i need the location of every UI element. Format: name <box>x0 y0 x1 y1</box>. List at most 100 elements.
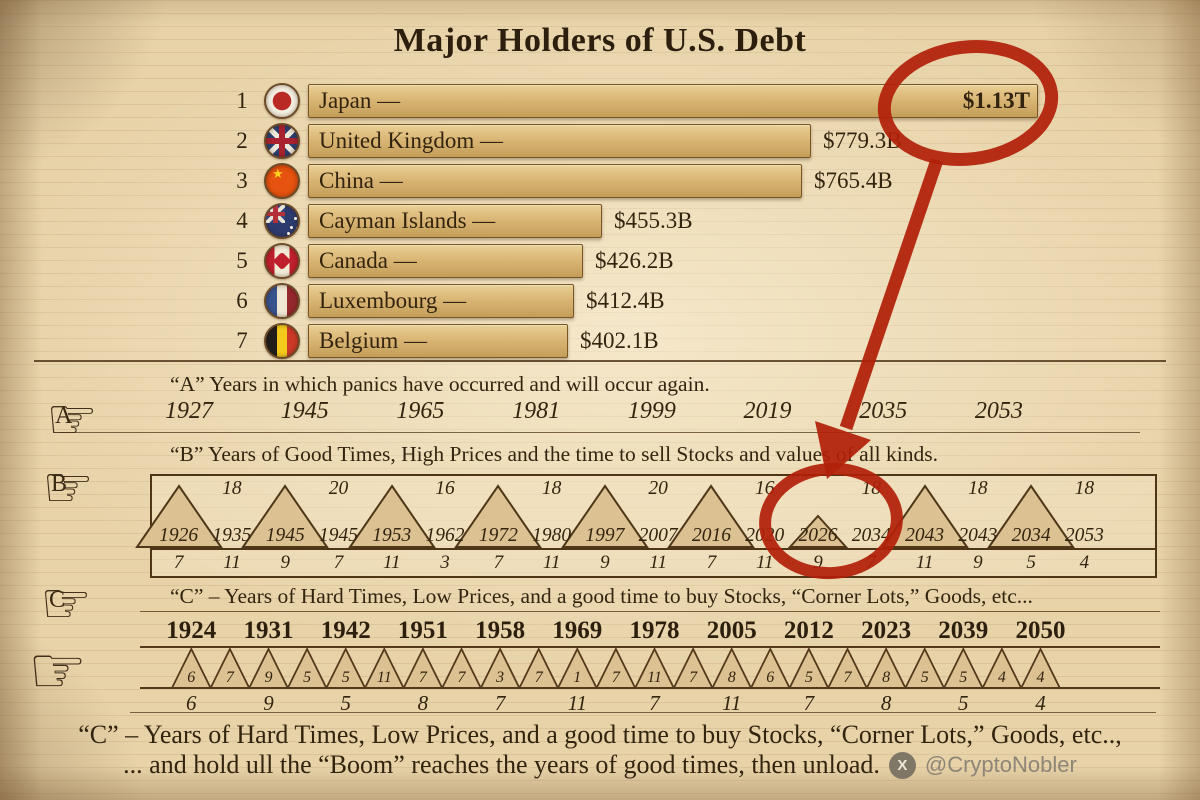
cycle-c-bottom-number: 5 <box>340 691 351 714</box>
cycle-c-triangle-number: 5 <box>303 669 311 686</box>
cycle-c-year: 1951 <box>398 617 448 644</box>
value-label-inside: $1.13T <box>962 88 1030 113</box>
cycle-b-bottom-number: 11 <box>755 552 774 573</box>
cycle-c-bottom-number: 11 <box>568 691 587 714</box>
rank-label: 6 <box>236 288 248 313</box>
cycle-c-triangle-number: 7 <box>226 669 235 686</box>
panic-year: 1999 <box>627 398 676 424</box>
cycle-b-slot: 18 2053 <box>1058 476 1111 548</box>
country-label: Canada — <box>319 248 417 273</box>
cycle-b-slot: 18 1935 <box>205 476 258 548</box>
cycle-b-slot: 2026 <box>788 476 849 548</box>
cycle-b-year: 1997 <box>585 525 625 546</box>
rank-label: 1 <box>236 88 248 113</box>
cycle-c-year: 1931 <box>244 617 294 644</box>
cycle-c-bottom-number: 7 <box>649 691 661 714</box>
cycle-c-year: 2005 <box>707 617 757 644</box>
cycle-b-bottom-number: 11 <box>382 552 401 573</box>
manicule-icon: ☞ <box>42 453 94 521</box>
page-title: Major Holders of U.S. Debt <box>393 22 807 59</box>
cycle-c-triangle-number: 8 <box>728 669 736 686</box>
cycle-c-year: 2050 <box>1016 617 1066 644</box>
cycle-b-year: 1980 <box>532 525 572 546</box>
cycle-c-triangle-number: 4 <box>998 669 1006 686</box>
cycle-c-triangle-number: 6 <box>766 669 774 686</box>
footer-line-2-text: ... and hold ull the “Boom” reaches the … <box>123 750 880 779</box>
interval-number: 18 <box>1074 478 1095 499</box>
cycle-c-triangle-number: 5 <box>805 669 813 686</box>
panic-year: 1927 <box>165 398 213 424</box>
country-label: Belgium — <box>319 328 427 353</box>
cycle-b-slot: 2016 <box>667 476 756 548</box>
panic-year: 1965 <box>396 398 445 424</box>
pointing-hand-b-icon: ☞ B <box>42 458 94 516</box>
interval-number: 16 <box>754 478 775 499</box>
cycle-c-triangle-number: 7 <box>535 669 544 686</box>
cycle-c-year: 1969 <box>552 617 602 644</box>
cycle-b-bottom-number: 7 <box>333 552 344 573</box>
rank-label: 3 <box>236 168 248 193</box>
pointing-hand-c-icon: ☞ C <box>40 574 92 632</box>
japan-flag-icon <box>264 83 300 119</box>
cycle-b-year: 2016 <box>691 525 731 546</box>
debt-row: 3 China — $765.4B <box>228 163 1200 199</box>
cycle-b-slot: 20 1945 <box>312 476 365 548</box>
pointing-hand-plain-icon: ☞ <box>28 638 87 704</box>
section-a-rule <box>60 432 1140 433</box>
cycle-c-triangle-number: 11 <box>647 669 662 686</box>
value-label-outside: $455.3B <box>614 208 693 233</box>
debt-bar: Japan — $1.13T <box>308 84 1038 118</box>
cycle-b-year: 1953 <box>372 525 412 546</box>
peak-triangle-icon <box>347 484 436 548</box>
section-a-caption: “A” Years in which panics have occurred … <box>170 372 710 396</box>
cycle-b-year: 2034 <box>851 525 891 546</box>
cycle-b-bottom-number: 7 <box>866 552 877 573</box>
author-handle: @CryptoNobler <box>924 752 1077 777</box>
debt-row: 1 Japan — $1.13T <box>228 83 1200 119</box>
peak-triangle-icon <box>667 484 756 548</box>
footer-rule <box>130 712 1156 713</box>
country-label: Luxembourg — <box>319 288 467 313</box>
cycle-c-bottom-number: 5 <box>958 691 969 714</box>
section-c-rule <box>140 611 1160 612</box>
manicule-icon: ☞ <box>40 569 92 637</box>
cycle-c-triangle-number: 5 <box>342 669 350 686</box>
interval-number: 16 <box>435 478 455 499</box>
cycle-b-slot: 1945 <box>241 476 330 548</box>
cycle-b-band: 1926 18 1935 1945 20 1945 1953 16 1962 1972 18 1980… <box>134 474 1157 578</box>
cycle-c-triangle-number: 5 <box>921 669 929 686</box>
panic-year: 1945 <box>280 398 329 424</box>
section-divider <box>34 360 1166 362</box>
panic-year: 2019 <box>743 398 792 424</box>
interval-number: 18 <box>968 478 988 499</box>
cycle-b-year: 1972 <box>478 525 518 546</box>
cycle-b-slot: 1997 <box>560 476 649 548</box>
luxembourg-flag-icon <box>264 283 300 319</box>
value-label-outside: $779.3B <box>823 128 902 153</box>
rank-label: 2 <box>236 128 248 153</box>
cycle-b-slots: 1926 18 1935 1945 20 1945 1953 16 1962 1972 18 1980… <box>134 476 1155 548</box>
cycle-b-bottom-number: 7 <box>173 552 184 573</box>
cycle-b-bottom-number: 9 <box>813 552 823 573</box>
pointing-hand-a-icon: ☞ A <box>46 390 98 448</box>
cycle-b-slot: 18 2043 <box>951 476 1004 548</box>
cycle-c-triangle-number: 7 <box>612 669 621 686</box>
cycle-b-year: 1945 <box>265 525 305 546</box>
rank-label: 7 <box>236 328 248 353</box>
cycle-c-triangle-number: 6 <box>187 669 195 686</box>
cycle-b-year: 1962 <box>425 525 465 546</box>
cycle-c-triangle-number: 7 <box>844 669 853 686</box>
cycle-b-slot: 1972 <box>454 476 543 548</box>
china-flag-icon <box>264 163 300 199</box>
cycle-c-triangle-number: 9 <box>265 669 273 686</box>
debt-row: 7 Belgium — $402.1B <box>228 323 1200 359</box>
debt-row: 5 Canada — $426.2B <box>228 243 1200 279</box>
interval-number: 20 <box>328 478 349 499</box>
debt-row: 2 United Kingdom — $779.3B <box>228 123 1200 159</box>
cycle-c-triangle-number: 4 <box>1037 669 1045 686</box>
peak-triangle-icon <box>241 484 330 548</box>
cycle-b-slot: 2043 <box>880 476 969 548</box>
cycle-c-triangle-number: 8 <box>882 669 890 686</box>
cycle-b-year: 2020 <box>745 525 785 546</box>
hand-letter-a: A <box>55 403 73 430</box>
